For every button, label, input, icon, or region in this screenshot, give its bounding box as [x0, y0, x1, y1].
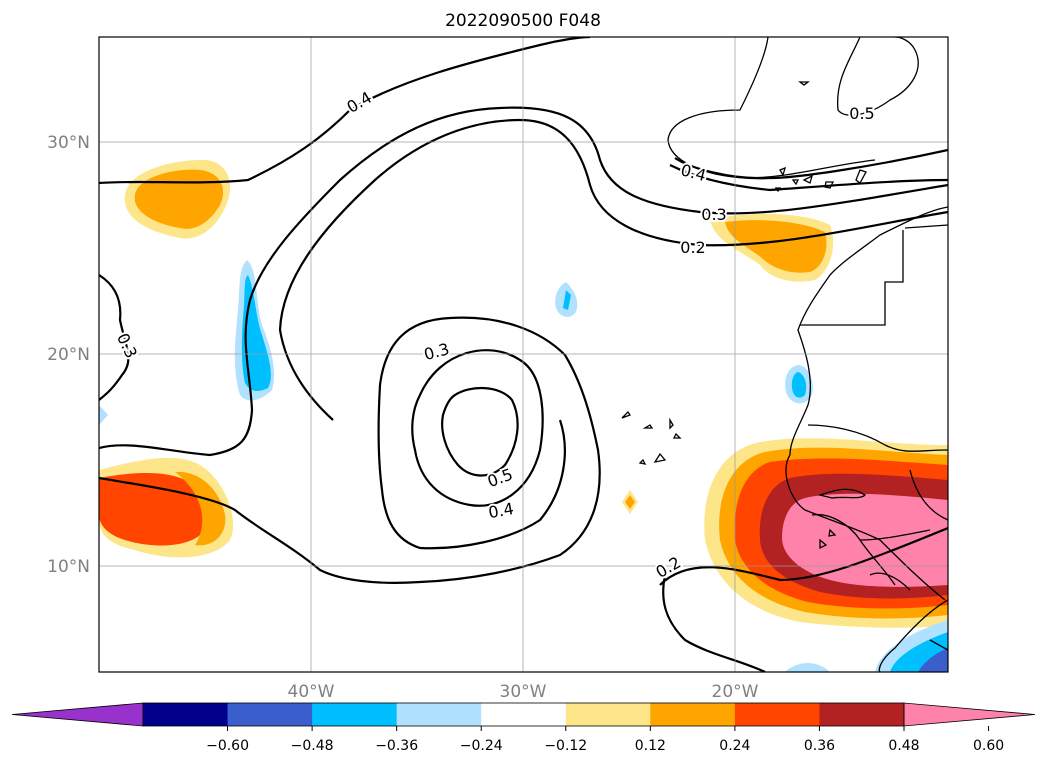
map-title: 2022090500 F048 [445, 11, 601, 31]
contour-label: 0.4 [679, 160, 709, 185]
contour-lines [99, 37, 948, 672]
contour-label: 0.2 [652, 553, 684, 582]
colorbar-tick-label: −0.24 [460, 738, 503, 754]
colorbar-cell [650, 703, 736, 726]
colorbar-cell [396, 703, 482, 726]
colorbar-tick-label: 0.48 [888, 738, 919, 754]
colorbar-cell [481, 703, 567, 726]
map-area: 0.4 0.5 0.4 0.3 0.2 0.3 0.3 0.5 0.4 0.2 [99, 37, 948, 672]
lat-label: 30°N [47, 133, 90, 153]
anomaly-fill-west [99, 457, 234, 558]
colorbar: −0.60 −0.48 −0.36 −0.24 −0.12 0.12 0.24 0.36 0.4… [11, 702, 1036, 754]
graticule [99, 37, 948, 672]
colorbar-tick-label: 0.60 [973, 738, 1004, 754]
contour-label: 0.4 [487, 499, 515, 522]
colorbar-cell [734, 703, 820, 726]
lon-label: 20°W [712, 682, 759, 702]
colorbar-frame [142, 702, 905, 727]
colorbar-cell [227, 703, 313, 726]
colorbar-tick-label: −0.48 [291, 738, 334, 754]
colorbar-tick-label: −0.36 [375, 738, 418, 754]
colorbar-cell [312, 703, 398, 726]
colorbar-extend-min [11, 702, 144, 727]
colorbar-extend-max [903, 702, 1036, 727]
anomaly-fill-blue-southeast [785, 620, 948, 672]
contour-label: 0.5 [485, 465, 515, 492]
lon-label: 40°W [288, 682, 335, 702]
coastlines [621, 37, 948, 672]
contour-label: 0.3 [701, 205, 726, 224]
contour-label: 0.3 [113, 330, 141, 361]
colorbar-tick-label: 0.12 [635, 738, 666, 754]
colorbar-tick-label: 0.36 [804, 738, 835, 754]
anomaly-fill-northwest [124, 159, 231, 239]
lon-label: 30°W [500, 682, 547, 702]
contour-label: 0.3 [422, 339, 452, 364]
colorbar-tick-label: −0.60 [206, 738, 249, 754]
anomaly-fill-blue-small [555, 282, 813, 514]
contour-label: 0.5 [849, 104, 874, 123]
map-frame [98, 36, 949, 673]
lat-label: 10°N [47, 557, 90, 577]
colorbar-tick-label: −0.12 [544, 738, 587, 754]
colorbar-cell [819, 703, 905, 726]
lat-label: 20°N [47, 345, 90, 365]
contour-label: 0.2 [680, 238, 705, 257]
colorbar-cell [143, 703, 229, 726]
colorbar-cell [565, 703, 651, 726]
anomaly-fill-canary [710, 213, 834, 282]
colorbar-tick-label: 0.24 [719, 738, 750, 754]
